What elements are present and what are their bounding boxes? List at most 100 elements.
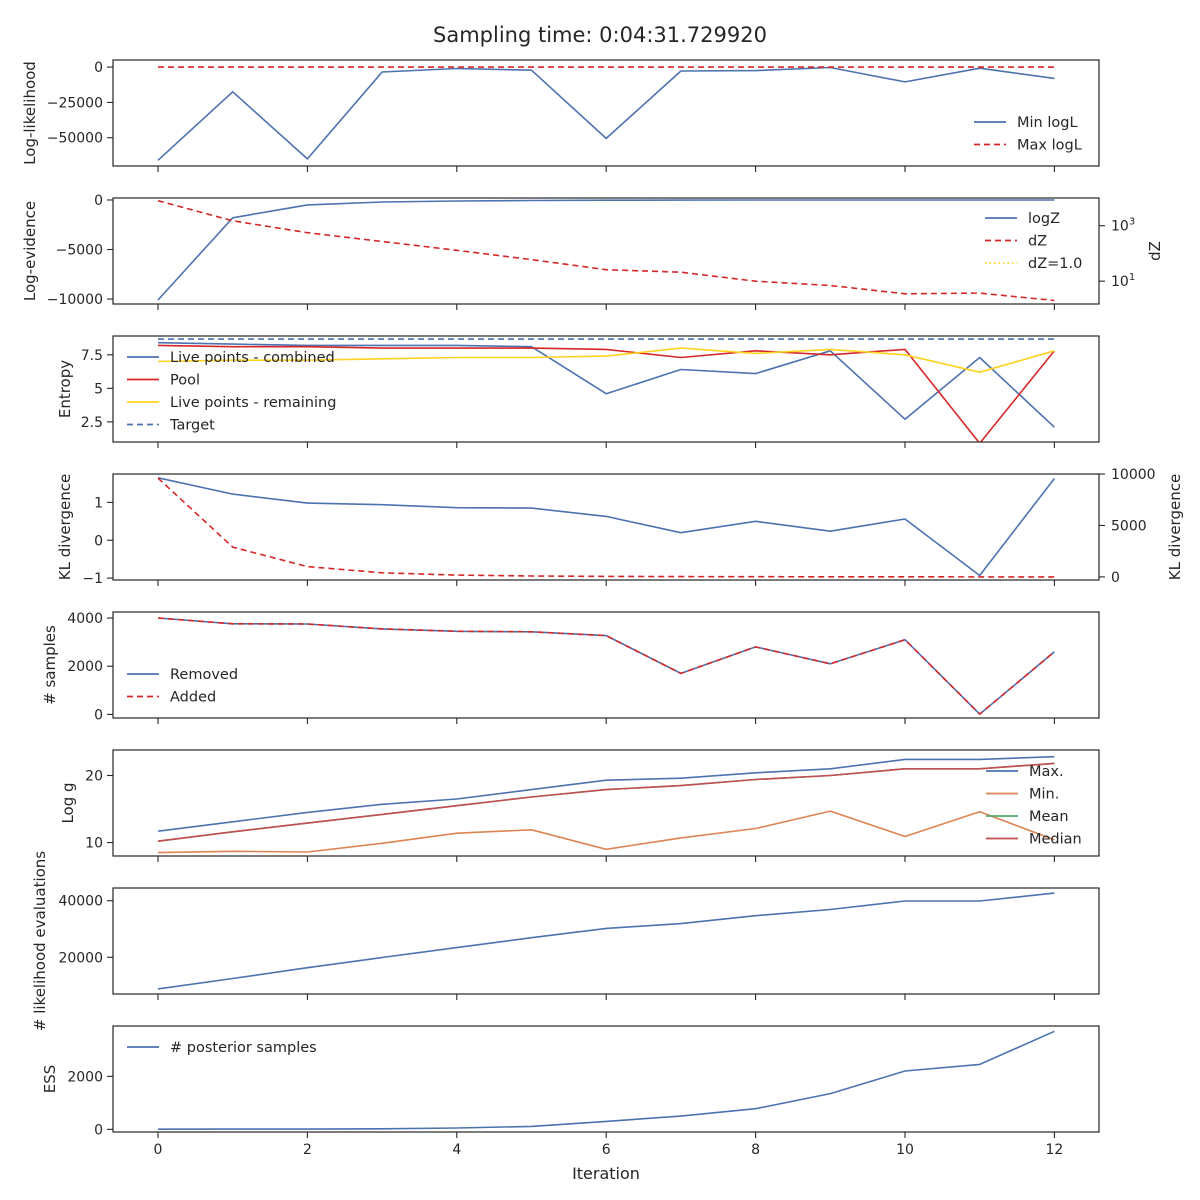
series-line-series-2 xyxy=(157,477,1055,578)
series-line-added xyxy=(157,617,1055,715)
series-lines xyxy=(157,477,1056,578)
axes-frame xyxy=(112,473,1100,581)
series-lines xyxy=(157,892,1055,990)
y-tick-label: 0 xyxy=(94,60,103,76)
x-tick-label: 2 xyxy=(303,1142,312,1158)
x-tick-label: 4 xyxy=(452,1142,461,1158)
axes-frame xyxy=(112,749,1100,857)
y-tick-label: −25000 xyxy=(47,95,103,111)
y2-tick-label: 10000 xyxy=(1111,467,1156,483)
series-line-median xyxy=(157,762,1055,842)
panel-7: 40000 20000 # likelihood evaluations xyxy=(31,851,1100,1031)
legend-label: Mean xyxy=(1029,809,1069,825)
series-line-dz xyxy=(157,199,1055,302)
legend-label: Added xyxy=(170,690,216,706)
legend: Live points - combined Pool Live points - … xyxy=(127,350,336,434)
series-line-max- xyxy=(157,755,1055,832)
legend-label: logZ xyxy=(1028,211,1060,227)
y2-axis-label: KL divergence xyxy=(1166,474,1184,580)
series-line-removed xyxy=(157,617,1055,715)
series-lines xyxy=(157,338,1056,442)
legend: Min logL Max logL xyxy=(974,115,1082,154)
axes-frame xyxy=(112,887,1100,995)
y2-tick-label: 103 xyxy=(1111,217,1135,235)
y-axis-label: KL divergence xyxy=(56,474,74,580)
legend-label: Max. xyxy=(1029,764,1064,780)
series-line-pool xyxy=(157,344,1056,442)
legend: logZ dZ dZ=1.0 xyxy=(985,211,1082,272)
legend-label: # posterior samples xyxy=(170,1040,317,1056)
series-line-series-1 xyxy=(157,477,1056,577)
axes-frame xyxy=(112,59,1100,167)
legend-label: Pool xyxy=(170,373,200,389)
legend-label: Min logL xyxy=(1017,115,1078,131)
legend-label: Removed xyxy=(170,667,238,683)
y-tick-label: 0 xyxy=(94,533,103,549)
x-tick-label: 12 xyxy=(1045,1142,1063,1158)
axes-frame xyxy=(112,197,1100,305)
y-tick-label: 0 xyxy=(94,1122,103,1138)
y2-axis-label: dZ xyxy=(1146,241,1164,261)
legend-label: Live points - remaining xyxy=(170,395,336,411)
y-tick-label: 7.5 xyxy=(81,348,103,364)
legend-label: Min. xyxy=(1029,787,1059,803)
series-line--posterior-samples xyxy=(157,1030,1055,1130)
series-line-mean xyxy=(157,762,1055,842)
legend-label: Target xyxy=(169,418,215,434)
legend-label: Median xyxy=(1029,832,1082,848)
series-lines xyxy=(157,66,1055,161)
x-tick-label: 6 xyxy=(602,1142,611,1158)
y-tick-label: 5 xyxy=(94,381,103,397)
y2-tick-label: 5000 xyxy=(1111,518,1147,534)
y2-tick-label: 0 xyxy=(1111,570,1120,586)
x-tick-label: 10 xyxy=(896,1142,914,1158)
y-tick-label: 0 xyxy=(94,193,103,209)
series-lines xyxy=(157,755,1055,854)
axes-frame xyxy=(112,611,1100,719)
y-axis-label: ESS xyxy=(41,1065,59,1094)
y-axis-label: Log-evidence xyxy=(21,201,39,301)
series-lines xyxy=(157,199,1055,302)
y-tick-label: 20000 xyxy=(58,950,103,966)
y-tick-label: −5000 xyxy=(56,243,103,259)
y-axis-label: Log g xyxy=(59,782,77,823)
y-axis-label: Log-likelihood xyxy=(21,61,39,165)
y-tick-label: −1 xyxy=(82,571,103,587)
series-line-logz xyxy=(157,199,1055,301)
x-tick-label: 0 xyxy=(154,1142,163,1158)
panel-3: 7.5 5 2.5 Entropy Live points - combined Pool… xyxy=(56,335,1100,448)
legend-label: Max logL xyxy=(1017,138,1082,154)
panel-2: 0 −5000 −10000 Log-evidence 103 101 dZ logZ dZ dZ… xyxy=(21,193,1164,310)
y-tick-label: 4000 xyxy=(67,611,103,627)
y-axis-label: # samples xyxy=(41,625,59,705)
y2-tick-label: 101 xyxy=(1111,272,1135,290)
legend: Removed Added xyxy=(127,667,238,706)
figure-title: Sampling time: 0:04:31.729920 xyxy=(433,23,767,47)
y-tick-label: 1 xyxy=(94,495,103,511)
series-line-series-1 xyxy=(157,892,1055,990)
y-tick-label: 40000 xyxy=(58,894,103,910)
panel-8: 0 2 4 6 8 10 12 2000 0 ESS # posterior samples xyxy=(41,1025,1100,1158)
legend: Max. Min. Mean Median xyxy=(986,764,1082,848)
legend-label: dZ=1.0 xyxy=(1028,256,1082,272)
y-tick-label: −50000 xyxy=(47,131,103,147)
series-lines xyxy=(157,1030,1055,1130)
panel-1: 0 −25000 −50000 Log-likelihood Min logL Max l… xyxy=(21,59,1100,172)
legend-label: Live points - combined xyxy=(170,350,335,366)
y-axis-label: # likelihood evaluations xyxy=(31,851,49,1031)
panel-6: 20 10 Log g Max. Min. Mean Median xyxy=(59,749,1100,862)
series-lines xyxy=(157,617,1055,715)
y-tick-label: 0 xyxy=(94,707,103,723)
legend: # posterior samples xyxy=(127,1040,317,1056)
y-tick-label: 10 xyxy=(85,836,103,852)
panel-5: 4000 2000 0 # samples Removed Added xyxy=(41,611,1100,724)
series-line-live-points-combined xyxy=(157,341,1055,428)
y-axis-label: Entropy xyxy=(56,360,74,418)
series-line-live-points-remaining xyxy=(157,347,1055,374)
legend-label: dZ xyxy=(1028,234,1047,250)
y-tick-label: 20 xyxy=(85,768,103,784)
panel-4: 1 0 −1 KL divergence 10000 5000 0 KL divergence xyxy=(56,467,1184,587)
series-line-min- xyxy=(157,810,1055,854)
y-tick-label: 2000 xyxy=(67,659,103,675)
